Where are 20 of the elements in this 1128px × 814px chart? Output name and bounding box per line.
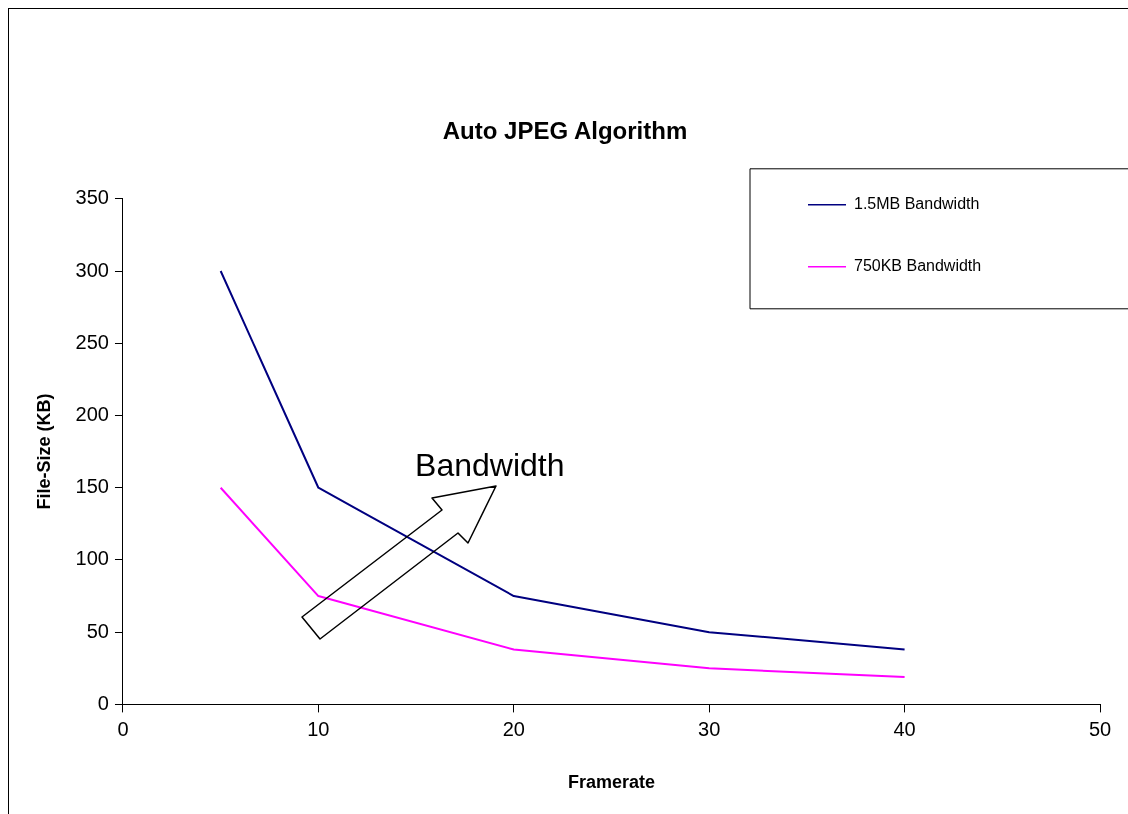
y-tick-label: 350	[75, 186, 109, 209]
x-tick-label: 20	[502, 717, 525, 740]
y-tick-label: 150	[75, 475, 109, 498]
y-tick-label: 300	[75, 258, 109, 281]
y-tick-label: 250	[75, 330, 109, 353]
legend-label: 1.5MB Bandwidth	[854, 195, 980, 213]
x-tick-label: 50	[1088, 717, 1112, 740]
x-tick-label: 10	[307, 717, 330, 740]
y-axis-title: File-Size (KB)	[33, 393, 54, 510]
chart-title: Auto JPEG Algorithm	[442, 117, 688, 145]
y-tick-label: 0	[97, 691, 109, 714]
y-tick-label: 200	[75, 403, 109, 425]
y-tick-label: 50	[86, 619, 109, 642]
y-tick-label: 100	[75, 547, 109, 570]
x-tick-label: 0	[117, 717, 129, 740]
legend-label: 750KB Bandwidth	[854, 257, 982, 275]
x-axis-title: Framerate	[567, 772, 656, 793]
x-tick-label: 30	[698, 717, 721, 740]
annotation: Bandwidth	[415, 446, 565, 483]
x-tick-label: 40	[893, 717, 916, 740]
